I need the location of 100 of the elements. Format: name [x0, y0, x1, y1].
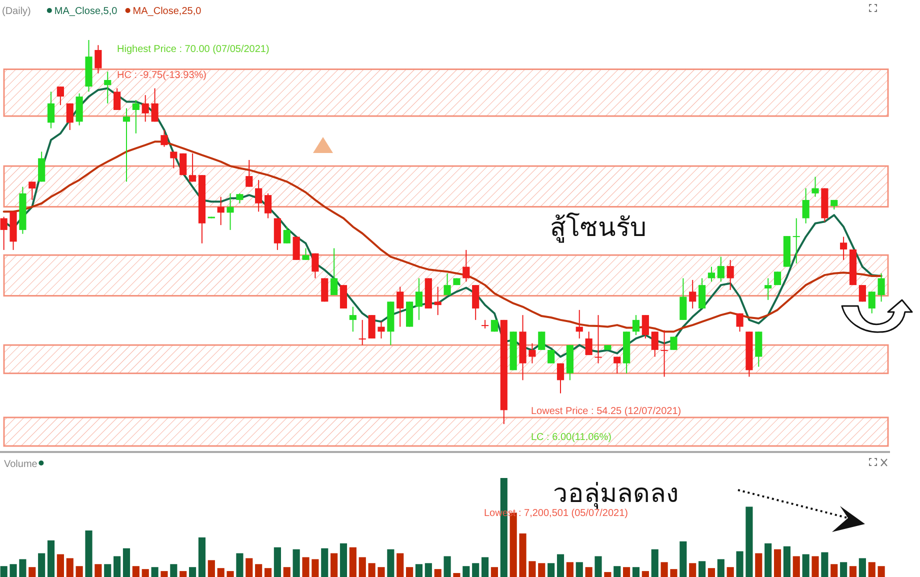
bar [764, 543, 772, 577]
bar [792, 556, 800, 577]
candlestick [94, 44, 102, 74]
bar [217, 568, 224, 577]
chart-title: (Daily) [2, 6, 31, 17]
bar [830, 564, 838, 577]
candlestick [576, 309, 583, 339]
candlestick [358, 319, 366, 346]
candlestick [444, 272, 451, 296]
bar [538, 563, 546, 577]
candlestick [283, 226, 290, 244]
candlestick [472, 284, 480, 320]
candlestick [680, 278, 687, 320]
candlestick [774, 271, 782, 286]
bar [66, 558, 74, 577]
bar [104, 564, 112, 577]
bar [812, 556, 819, 577]
candlestick [292, 236, 300, 260]
bar [264, 568, 272, 577]
candlestick [594, 314, 602, 364]
bar [444, 556, 451, 577]
candlestick [217, 196, 224, 226]
bar [94, 564, 102, 577]
bar [614, 566, 621, 577]
bar [415, 564, 423, 577]
candlestick [548, 349, 555, 364]
candlestick [28, 181, 36, 200]
bar [670, 569, 678, 577]
bar [85, 530, 92, 577]
bar [132, 566, 140, 577]
bar [330, 553, 338, 577]
bar [642, 571, 649, 577]
candlestick [255, 179, 262, 212]
candlestick [189, 152, 196, 182]
candlestick [736, 312, 744, 332]
candlestick [614, 356, 621, 374]
candlestick [868, 291, 876, 314]
bar [38, 553, 46, 577]
candlestick [556, 362, 564, 394]
candlestick [538, 331, 546, 350]
chart-title: Volume [4, 459, 38, 470]
candlestick [632, 314, 640, 336]
candlestick [302, 248, 310, 260]
bar [114, 556, 121, 577]
bar [680, 541, 687, 577]
candlestick [226, 192, 234, 230]
bar [321, 548, 328, 577]
candlestick [689, 279, 696, 309]
bar [396, 553, 404, 577]
candlestick [330, 248, 338, 296]
bar [28, 567, 36, 577]
bar [10, 564, 17, 577]
candlestick [312, 252, 319, 279]
bar [142, 569, 149, 577]
bar [292, 549, 300, 577]
bar [160, 571, 168, 577]
legend-label: MA_Close,5,0 [54, 6, 118, 17]
candlestick [151, 88, 158, 122]
candlestick [802, 188, 810, 224]
bar [170, 564, 178, 577]
candlestick [340, 284, 348, 309]
bar [283, 567, 290, 577]
bar [576, 562, 583, 577]
bar [198, 537, 206, 577]
annotation: Highest Price : 70.00 (07/05/2021) [117, 44, 270, 55]
bar [755, 553, 762, 577]
bar [302, 557, 310, 577]
annotation: Lowest Price : 54.25 (12/07/2021) [531, 406, 682, 417]
candlestick [368, 314, 376, 339]
bar [424, 563, 432, 577]
bar [472, 563, 480, 577]
bar [47, 540, 55, 577]
candlestick [717, 256, 724, 282]
bar [840, 562, 848, 577]
bar [378, 567, 385, 577]
candlestick [0, 216, 8, 250]
bar [180, 571, 187, 577]
candlestick [122, 108, 130, 182]
candlestick [840, 236, 848, 260]
bar [858, 558, 866, 577]
bar [783, 546, 790, 577]
annotation: วอลุ่มลดลง [553, 479, 679, 509]
bar [566, 562, 574, 577]
bar [519, 533, 526, 577]
candlestick [246, 159, 253, 188]
bar [774, 549, 782, 577]
candlestick [236, 192, 244, 204]
candlestick [132, 99, 140, 134]
bar [358, 557, 366, 577]
bar [208, 560, 215, 577]
candlestick [651, 331, 658, 358]
bar [594, 556, 602, 577]
candlestick [528, 342, 536, 364]
bar [802, 554, 810, 577]
bar [548, 563, 555, 577]
bar [623, 567, 630, 577]
bar [660, 562, 668, 577]
candlestick [66, 102, 74, 130]
bar [434, 569, 442, 577]
bar [462, 566, 470, 577]
